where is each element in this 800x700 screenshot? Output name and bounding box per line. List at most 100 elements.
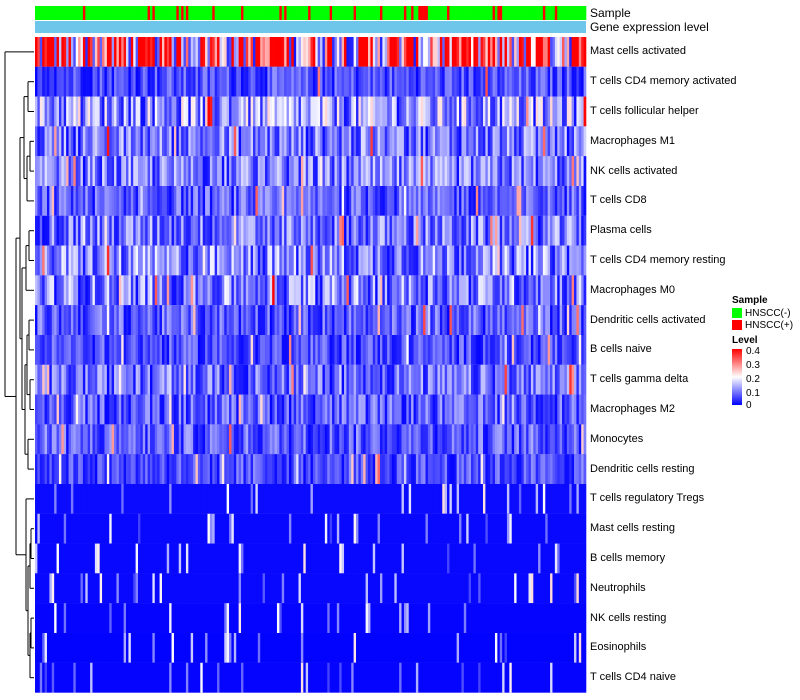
heatmap-cell	[382, 245, 386, 276]
heatmap-cell	[454, 245, 457, 276]
heatmap-cell	[80, 245, 84, 276]
heatmap-cell	[471, 96, 474, 127]
heatmap-cell	[157, 573, 160, 604]
heatmap-cell	[118, 96, 122, 127]
heatmap-cell	[262, 424, 266, 455]
heatmap-cell	[94, 454, 98, 484]
heatmap-cell	[152, 335, 156, 365]
heatmap-cell	[351, 335, 354, 365]
heatmap-cell	[130, 335, 134, 365]
heatmap-cell	[255, 454, 259, 484]
heatmap-cell	[456, 394, 460, 425]
heatmap-cell	[425, 215, 429, 246]
heatmap-cell	[142, 454, 146, 484]
heatmap-cell	[499, 513, 503, 544]
heatmap-cell	[68, 335, 72, 365]
heatmap-cell	[394, 484, 398, 514]
heatmap-cell	[128, 335, 132, 365]
heatmap-cell	[370, 305, 374, 335]
heatmap-cell	[164, 484, 168, 514]
heatmap-cell	[58, 186, 62, 216]
heatmap-cell	[547, 215, 551, 246]
heatmap-cell	[449, 394, 453, 425]
heatmap-cell	[473, 513, 477, 544]
heatmap-cell	[305, 156, 309, 186]
heatmap-cell	[310, 364, 314, 395]
heatmap-cell	[212, 66, 215, 97]
heatmap-cell	[207, 394, 211, 425]
heatmap-cell	[42, 245, 45, 276]
heatmap-cell	[473, 394, 477, 425]
heatmap-cell	[92, 215, 96, 246]
heatmap-cell	[42, 156, 45, 186]
heatmap-cell	[87, 603, 91, 633]
heatmap-cell	[384, 424, 388, 455]
heatmap-cell	[502, 66, 505, 97]
heatmap-cell	[109, 66, 112, 97]
heatmap-cell	[109, 215, 112, 246]
heatmap-cell	[387, 335, 390, 365]
heatmap-cell	[332, 335, 335, 365]
heatmap-cell	[406, 573, 410, 604]
heatmap-cell	[133, 484, 136, 514]
heatmap-cell	[166, 66, 170, 97]
heatmap-cell	[173, 573, 177, 604]
heatmap-cell	[111, 573, 115, 604]
heatmap-cell	[327, 245, 330, 276]
heatmap-cell	[78, 37, 81, 67]
heatmap-cell	[466, 335, 469, 365]
heatmap-cell	[169, 573, 172, 604]
heatmap-cell	[274, 513, 278, 544]
heatmap-cell	[485, 215, 489, 246]
heatmap-cell	[296, 37, 299, 67]
heatmap-cell	[176, 633, 180, 663]
heatmap-cell	[463, 305, 467, 335]
sample-annotation-cell	[320, 6, 323, 20]
heatmap-cell	[190, 126, 194, 157]
heatmap-cell	[348, 126, 352, 157]
heatmap-cell	[571, 37, 575, 67]
heatmap-cell	[399, 305, 402, 335]
heatmap-cell	[138, 96, 141, 127]
heatmap-cell	[339, 484, 342, 514]
heatmap-cell	[238, 186, 242, 216]
heatmap-cell	[427, 275, 431, 306]
heatmap-cell	[487, 573, 491, 604]
heatmap-cell	[451, 424, 455, 455]
heatmap-cell	[415, 156, 419, 186]
heatmap-cell	[427, 215, 431, 246]
heatmap-cell	[552, 484, 556, 514]
heatmap-cell	[368, 186, 371, 216]
heatmap-cell	[387, 364, 390, 395]
heatmap-cell	[82, 96, 86, 127]
heatmap-cell	[245, 305, 249, 335]
heatmap-cell	[471, 186, 474, 216]
heatmap-cell	[485, 245, 489, 276]
heatmap-cell	[39, 156, 43, 186]
heatmap-cell	[511, 335, 515, 365]
heatmap-cell	[236, 275, 239, 306]
heatmap-cell	[497, 603, 501, 633]
heatmap-cell	[49, 454, 53, 484]
heatmap-cell	[135, 37, 139, 67]
heatmap-cell	[176, 424, 180, 455]
heatmap-cell	[339, 186, 342, 216]
heatmap-cell	[365, 96, 369, 127]
heatmap-cell	[195, 305, 199, 335]
heatmap-cell	[56, 305, 60, 335]
heatmap-cell	[447, 245, 450, 276]
sample-annotation-cell	[324, 6, 328, 20]
heatmap-cell	[73, 633, 77, 663]
heatmap-cell	[183, 424, 187, 455]
heatmap-cell	[173, 394, 177, 425]
heatmap-cell	[286, 424, 290, 455]
heatmap-cell	[454, 573, 457, 604]
heatmap-cell	[46, 543, 50, 574]
heatmap-cell	[193, 126, 196, 157]
heatmap-cell	[46, 394, 50, 425]
heatmap-cell	[435, 305, 438, 335]
heatmap-cell	[372, 156, 376, 186]
heatmap-cell	[46, 603, 50, 633]
heatmap-cell	[193, 424, 196, 455]
heatmap-cell	[159, 305, 163, 335]
